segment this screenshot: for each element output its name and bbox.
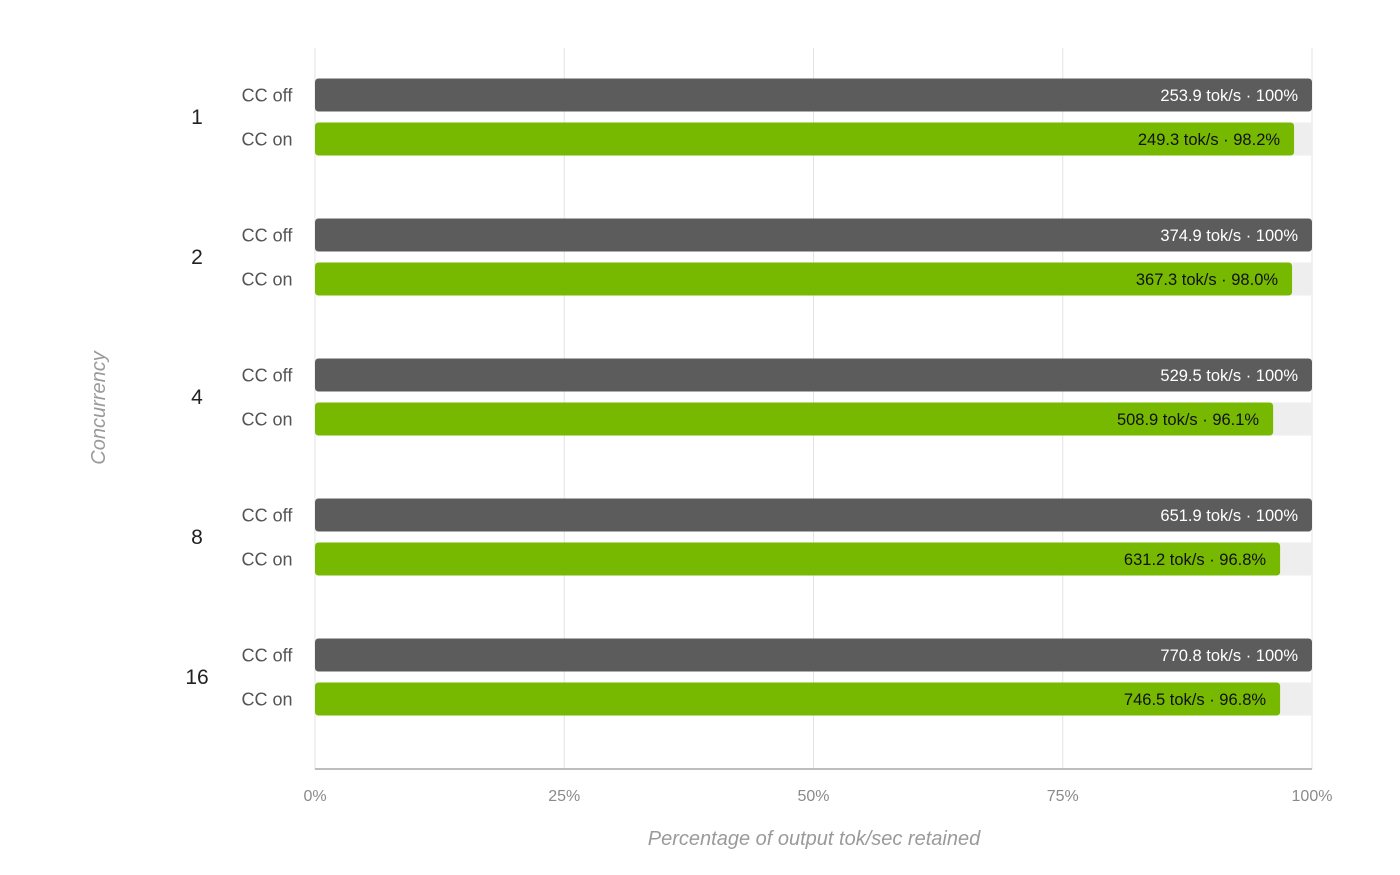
- data-label: 253.9 tok/s · 100%: [1160, 87, 1298, 105]
- x-tick-label: 0%: [303, 788, 326, 805]
- data-label: 651.9 tok/s · 100%: [1160, 507, 1298, 525]
- data-label: 770.8 tok/s · 100%: [1160, 647, 1298, 665]
- x-tick-label: 75%: [1047, 788, 1079, 805]
- data-label: 508.9 tok/s · 96.1%: [1117, 411, 1259, 429]
- bar: [315, 498, 1312, 532]
- concurrency-label: 4: [191, 386, 203, 409]
- bar: [315, 542, 1281, 576]
- bar: [315, 682, 1281, 716]
- label-layer: 0% 25% 50% 75% 100% 1 CC off 253.9 tok/s · 100%…: [185, 86, 1332, 806]
- series-label: CC on: [241, 690, 292, 710]
- series-label: CC on: [241, 550, 292, 570]
- series-label: CC on: [241, 130, 292, 150]
- bar: [315, 402, 1274, 436]
- x-tick-label: 25%: [548, 788, 580, 805]
- bar: [315, 262, 1293, 296]
- bar: [315, 78, 1312, 112]
- x-axis-title: Percentage of output tok/sec retained: [648, 828, 981, 850]
- concurrency-label: 2: [191, 246, 203, 269]
- bar: [315, 122, 1295, 156]
- series-label: CC off: [242, 86, 294, 106]
- x-tick-label: 100%: [1292, 788, 1333, 805]
- concurrency-label: 16: [185, 666, 208, 689]
- data-label: 631.2 tok/s · 96.8%: [1124, 551, 1266, 569]
- x-tick-label: 50%: [797, 788, 829, 805]
- data-label: 374.9 tok/s · 100%: [1160, 227, 1298, 245]
- data-label: 249.3 tok/s · 98.2%: [1138, 131, 1280, 149]
- series-label: CC off: [242, 366, 294, 386]
- bar: [315, 638, 1312, 672]
- bar: [315, 358, 1312, 392]
- series-label: CC off: [242, 646, 294, 666]
- series-label: CC on: [241, 410, 292, 430]
- concurrency-label: 8: [191, 526, 203, 549]
- series-label: CC off: [242, 226, 294, 246]
- bar: [315, 218, 1312, 252]
- series-label: CC on: [241, 270, 292, 290]
- series-label: CC off: [242, 506, 294, 526]
- bar-layer: [315, 78, 1312, 716]
- concurrency-label: 1: [191, 106, 203, 129]
- data-label: 367.3 tok/s · 98.0%: [1136, 271, 1278, 289]
- y-axis-title: Concurrency: [88, 350, 110, 464]
- data-label: 746.5 tok/s · 96.8%: [1124, 691, 1266, 709]
- data-label: 529.5 tok/s · 100%: [1160, 367, 1298, 385]
